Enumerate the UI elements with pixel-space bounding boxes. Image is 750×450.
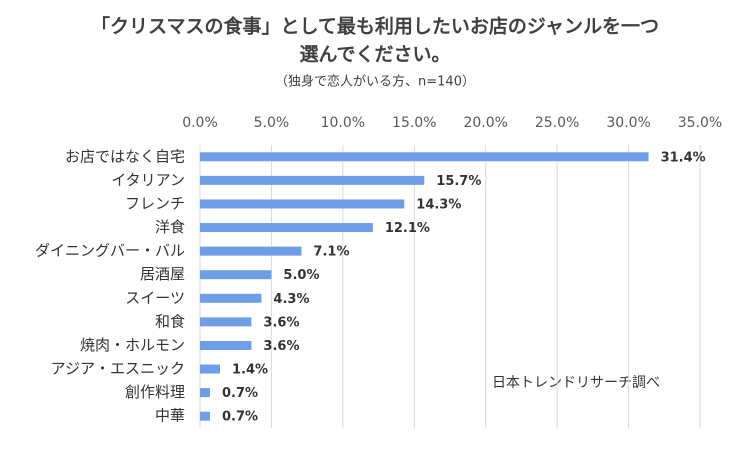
bar bbox=[200, 175, 425, 185]
x-tick-label: 10.0% bbox=[321, 115, 365, 131]
bar bbox=[200, 364, 220, 374]
category-label: ダイニングバー・バル bbox=[35, 242, 185, 260]
chart-subtitle: （独身で恋人がいる方、n=140） bbox=[275, 74, 475, 90]
bar bbox=[200, 293, 262, 303]
chart-title: 選んでください。 bbox=[299, 44, 450, 66]
bar bbox=[200, 152, 649, 162]
value-label: 3.6% bbox=[263, 315, 299, 330]
bar bbox=[200, 340, 252, 350]
category-label: イタリアン bbox=[111, 171, 185, 189]
category-label: 創作料理 bbox=[125, 383, 185, 401]
x-tick-label: 15.0% bbox=[392, 115, 436, 131]
category-label: スイーツ bbox=[125, 289, 185, 307]
x-tick-label: 5.0% bbox=[254, 115, 290, 131]
bar bbox=[200, 246, 302, 256]
x-tick-label: 20.0% bbox=[463, 115, 507, 131]
x-tick-label: 25.0% bbox=[535, 115, 579, 131]
x-tick-label: 0.0% bbox=[182, 115, 218, 131]
value-label: 4.3% bbox=[273, 292, 309, 307]
bar bbox=[200, 223, 373, 233]
category-label: 焼肉・ホルモン bbox=[80, 336, 185, 354]
bar bbox=[200, 270, 272, 280]
x-tick-label: 35.0% bbox=[678, 115, 722, 131]
category-label: フレンチ bbox=[125, 194, 185, 212]
category-label: 居酒屋 bbox=[140, 265, 185, 283]
category-label: 洋食 bbox=[155, 218, 185, 236]
value-label: 15.7% bbox=[436, 174, 481, 189]
value-label: 1.4% bbox=[232, 363, 268, 378]
bar bbox=[200, 411, 210, 421]
bar bbox=[200, 317, 252, 327]
value-label: 31.4% bbox=[661, 150, 706, 165]
bar bbox=[200, 199, 405, 209]
value-label: 5.0% bbox=[283, 268, 319, 283]
value-label: 3.6% bbox=[263, 339, 299, 354]
category-label: アジア・エスニック bbox=[51, 360, 185, 378]
category-label: お店ではなく自宅 bbox=[65, 147, 185, 165]
bar bbox=[200, 388, 210, 398]
value-label: 0.7% bbox=[222, 386, 258, 401]
category-label: 中華 bbox=[155, 407, 185, 425]
value-label: 0.7% bbox=[222, 410, 258, 425]
value-label: 12.1% bbox=[385, 221, 430, 236]
annotation: 日本トレンドリサーチ調べ bbox=[492, 375, 660, 391]
x-tick-label: 30.0% bbox=[606, 115, 650, 131]
value-label: 14.3% bbox=[416, 197, 461, 212]
chart-title: 「クリスマスの食事」として最も利用したいお店のジャンルを一つ bbox=[91, 15, 659, 38]
value-label: 7.1% bbox=[313, 245, 349, 260]
category-label: 和食 bbox=[155, 312, 185, 330]
